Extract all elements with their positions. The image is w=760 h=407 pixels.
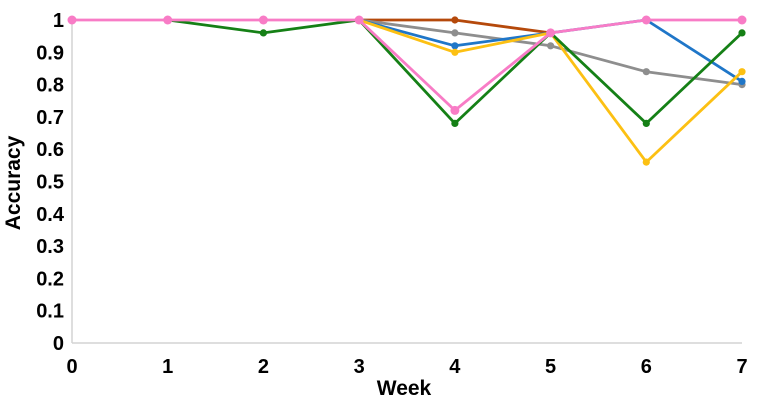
series-green-point [642,119,650,127]
series-brown-point [451,16,459,24]
y-tick-label: 1 [53,10,64,32]
series-blue-point [738,77,746,85]
y-tick-label: 0 [53,333,64,355]
series-gold-point [642,158,650,166]
plot-layer: 0 0.1 0.2 0.3 0.4 0.5 0.6 0.7 0.8 0.9 1 0 1 2 3 4 5 6 7 [36,10,747,378]
y-tick-label: 0.2 [36,268,64,290]
series-pink-point [67,15,77,25]
series-gold-point [451,48,459,56]
x-tick-label: 4 [449,356,461,378]
series-pink-line [70,18,744,112]
series-green-point [259,29,267,37]
x-tick-label: 2 [258,356,269,378]
series-gray-point [547,42,555,50]
series-pink-point [641,15,651,25]
y-tick-label: 0.5 [36,172,64,194]
y-tick-label: 0.4 [36,204,65,226]
series-gray-point [642,68,650,76]
y-tick-label: 0.9 [36,42,64,64]
series-pink-point [450,105,460,115]
x-axis-title: Week [377,377,432,400]
series-pink-point [546,28,556,38]
x-tick-label: 7 [736,356,747,378]
series-gold-line [357,18,744,164]
x-tick-label: 6 [641,356,652,378]
series-pink-point [737,15,747,25]
y-axis-title: Accuracy [2,135,25,230]
x-tick-label: 1 [162,356,173,378]
series-green-point [451,119,459,127]
y-tick-label: 0.7 [36,107,64,129]
series-green-point [738,29,746,37]
series-pink-point [163,15,173,25]
y-tick-label: 0.8 [36,75,64,97]
y-tick-label: 0.1 [36,301,64,323]
series-gray-point [451,29,459,37]
x-tick-label: 5 [545,356,556,378]
series-pink-point [258,15,268,25]
series-gold-point [738,68,746,76]
series-pink-point [354,15,364,25]
series-blue-point [451,42,459,50]
x-tick-label: 3 [354,356,365,378]
y-tick-label: 0.3 [36,236,64,258]
y-tick-label: 0.6 [36,139,64,161]
x-tick-label: 0 [66,356,77,378]
